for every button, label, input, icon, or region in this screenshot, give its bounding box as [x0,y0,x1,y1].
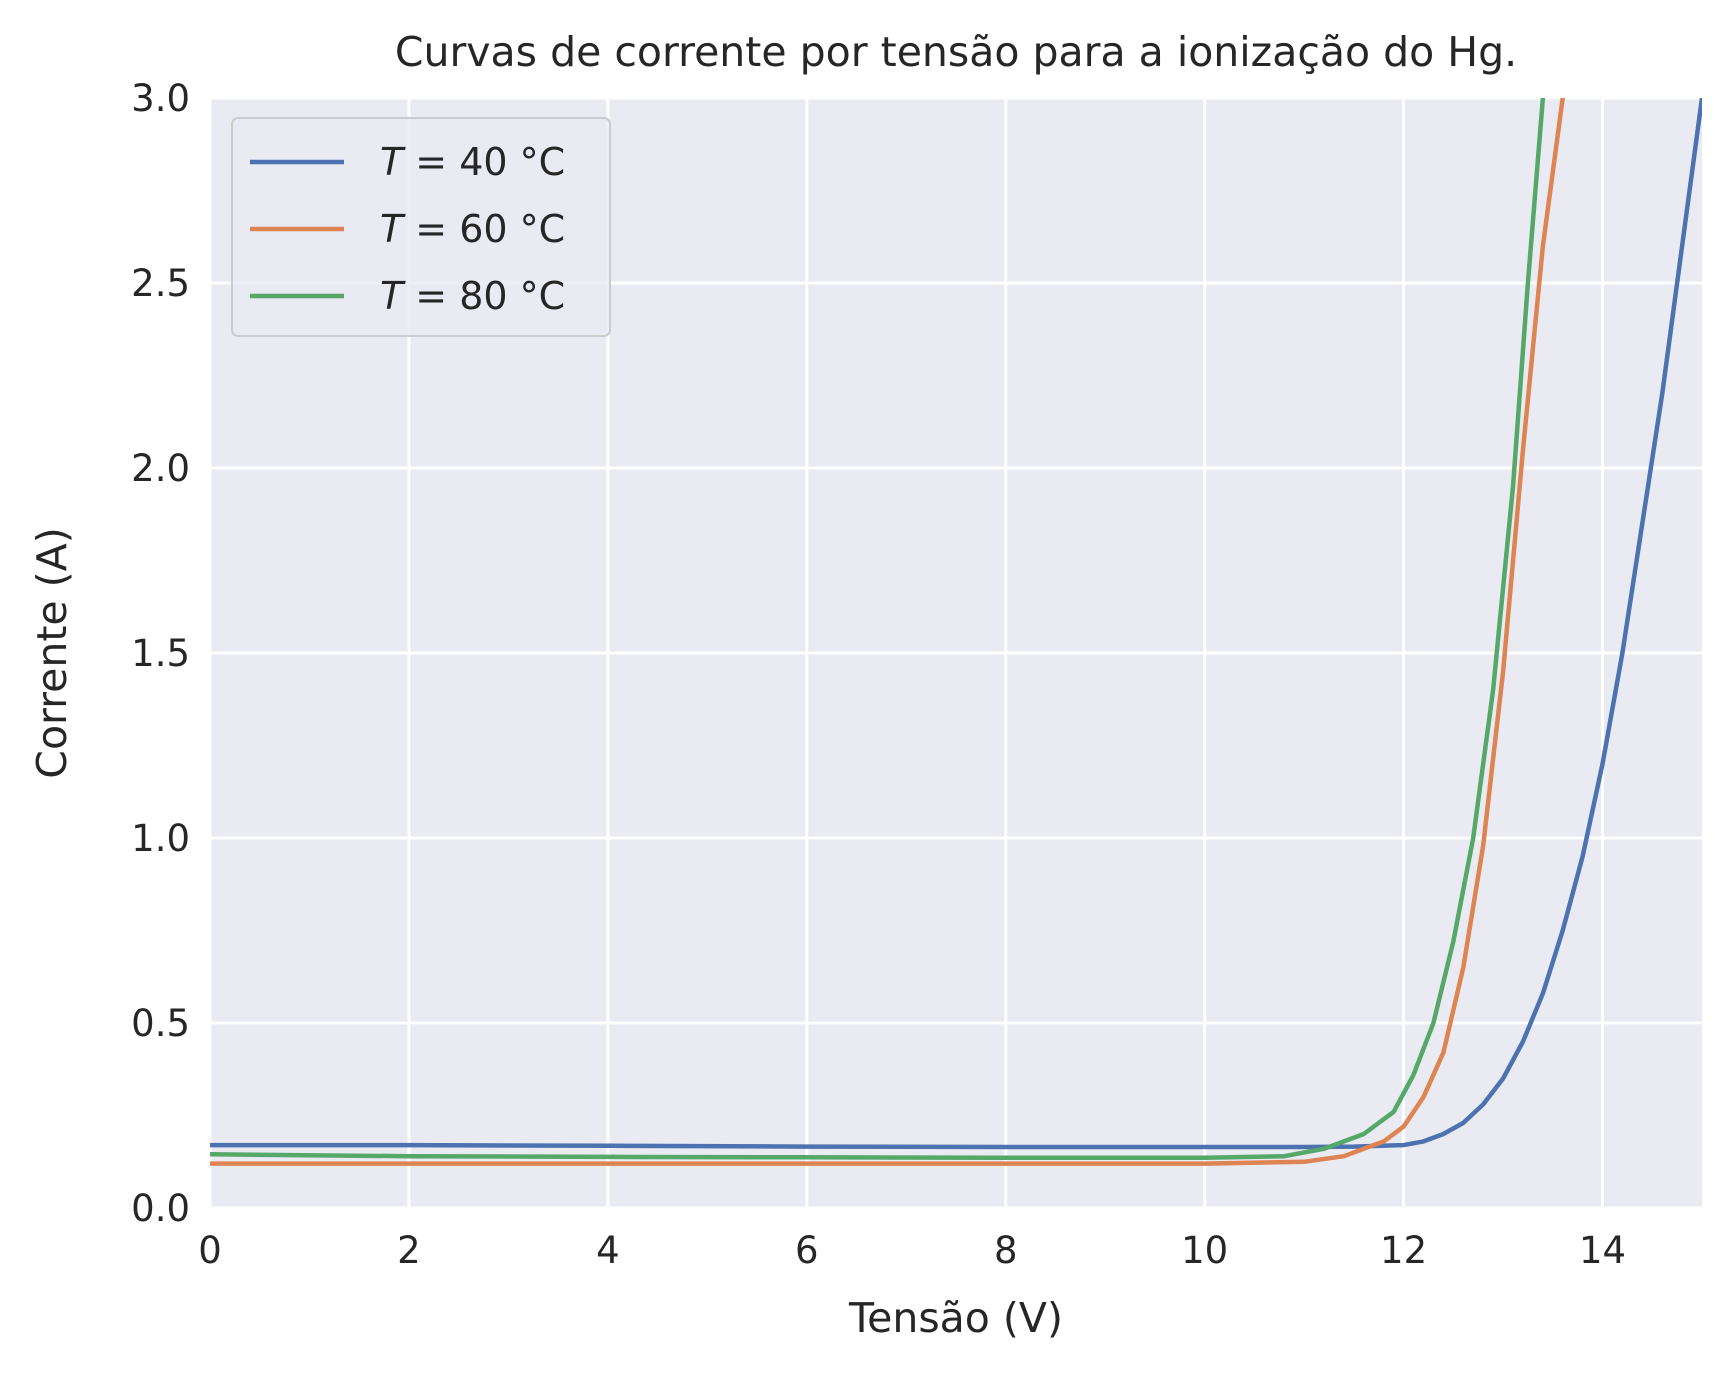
y-tick-label: 2.0 [131,447,190,490]
y-tick-label: 0.5 [131,1002,190,1045]
legend-label: = 80 °C [403,274,565,318]
legend-entry: T = 40 °C [380,140,565,184]
legend-var: T [380,207,406,251]
x-tick-label: 6 [795,1229,819,1272]
series-layer [210,98,1702,1166]
x-tick-label: 2 [397,1229,421,1272]
y-tick-label: 2.5 [131,262,190,305]
legend-var: T [380,140,406,184]
y-tick-label: 1.0 [131,817,190,860]
legend-label: = 40 °C [403,140,565,184]
series-line-3 [210,98,1546,1160]
x-tick-label: 12 [1380,1229,1427,1272]
x-tick-label: 4 [596,1229,620,1272]
legend-entry: T = 80 °C [380,274,565,318]
legend-var: T [380,274,406,318]
x-axis-label: Tensão (V) [848,1294,1063,1342]
y-axis-label: Corrente (A) [28,527,76,778]
series-line-2 [210,98,1565,1166]
y-axis-ticks: 0.0 0.5 1.0 1.5 2.0 2.5 3.0 [131,77,190,1230]
legend-box [231,117,611,337]
x-tick-label: 8 [994,1229,1018,1272]
x-tick-label: 0 [198,1229,222,1272]
x-tick-label: 10 [1181,1229,1228,1272]
chart-title: Curvas de corrente por tensão para a ion… [395,28,1517,76]
y-tick-label: 0.0 [131,1187,190,1230]
y-tick-label: 3.0 [131,77,190,120]
legend-entry: T = 60 °C [380,207,565,251]
x-axis-ticks: 0 2 4 6 8 10 12 14 [198,1229,1626,1272]
y-tick-label: 1.5 [131,632,190,675]
x-tick-label: 14 [1579,1229,1626,1272]
legend: T = 40 °CT = 60 °CT = 80 °C [231,117,611,337]
legend-label: = 60 °C [403,207,565,251]
series-line-1 [210,98,1702,1150]
